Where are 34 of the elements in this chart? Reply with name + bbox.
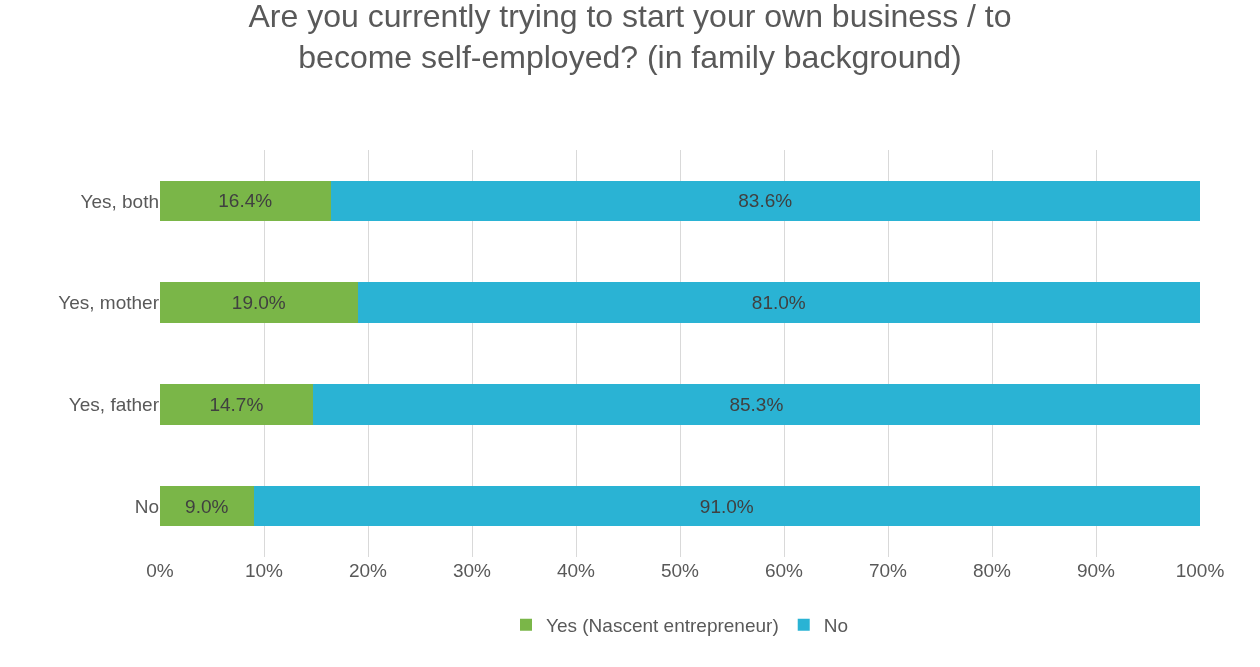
- x-tick-label: 10%: [244, 560, 284, 581]
- data-label: 16.4%: [218, 190, 273, 212]
- bar: [160, 282, 358, 323]
- data-label: 9.0%: [185, 495, 229, 517]
- data-label: 19.0%: [231, 292, 286, 314]
- x-tick-label: 80%: [972, 560, 1012, 581]
- data-label: 83.6%: [738, 190, 793, 212]
- bar: [160, 180, 331, 222]
- data-label: 81.0%: [751, 292, 806, 314]
- data-label: 85.3%: [729, 393, 784, 415]
- y-tick-label: Yes, mother: [58, 292, 160, 314]
- x-tick-label: 20%: [348, 560, 388, 581]
- data-label: 14.7%: [209, 393, 264, 415]
- x-tick-label: 50%: [660, 560, 700, 581]
- x-tick-label: 30%: [452, 560, 492, 581]
- x-tick-label: 90%: [1076, 560, 1116, 581]
- bar: [330, 180, 1200, 222]
- y-tick-label: No: [134, 495, 159, 517]
- bar: [160, 485, 254, 527]
- legend-label: Yes (Nascent entrepreneur): [546, 615, 779, 637]
- legend-label: No: [823, 615, 849, 637]
- x-tick-label: 60%: [764, 560, 804, 581]
- chart-title: Are you currently trying to start your own business / to become self-employed? (in family background): [248, 0, 1012, 76]
- bar: [357, 282, 1200, 323]
- x-tick-label: 70%: [868, 560, 908, 581]
- y-tick-label: Yes, both: [80, 190, 159, 212]
- x-tick-label: 0%: [146, 560, 174, 581]
- bar: [160, 384, 313, 425]
- x-tick-label: 100%: [1175, 560, 1225, 581]
- x-tick-label: 40%: [556, 560, 596, 581]
- bar: [312, 384, 1200, 425]
- data-label: 91.0%: [699, 495, 754, 517]
- bar: [253, 485, 1200, 527]
- y-tick-label: Yes, father: [68, 394, 160, 416]
